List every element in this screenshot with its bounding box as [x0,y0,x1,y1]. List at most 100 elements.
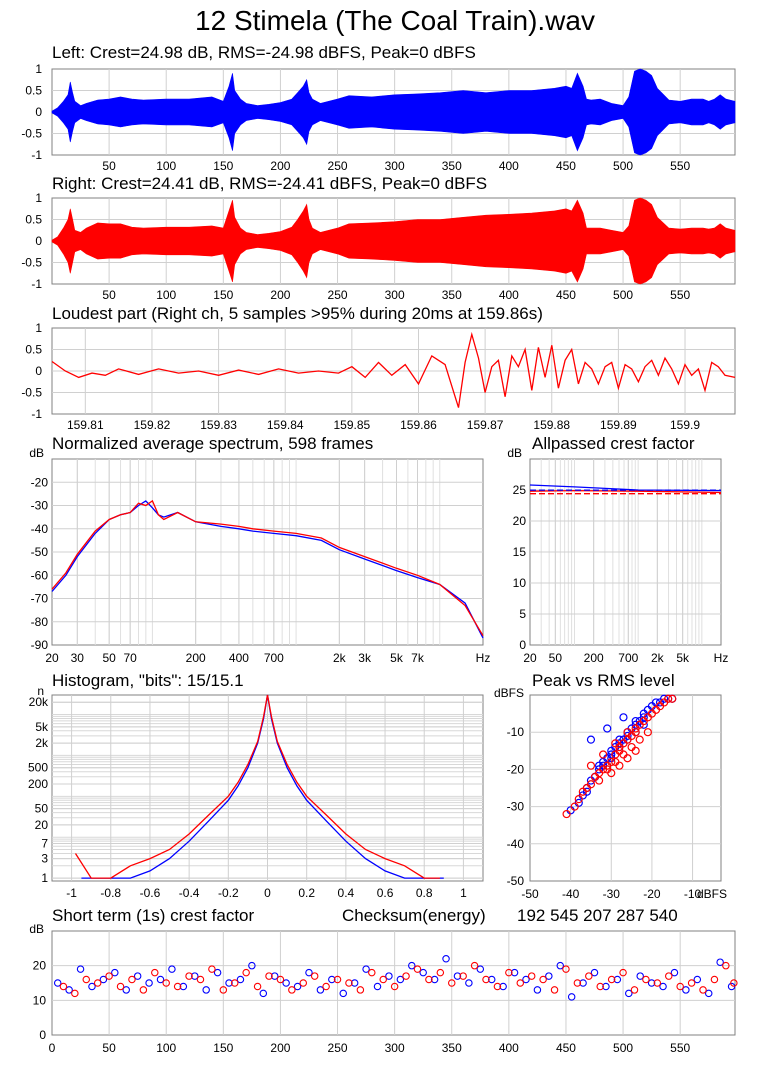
spectrum-xtick: 200 [186,651,206,665]
histogram-ytick: 500 [28,761,48,775]
allpassed-xtick: 5k [676,651,690,665]
short-crest-point [305,968,313,977]
short-crest-point [716,958,724,966]
short-crest-point [607,975,616,984]
peak-rms-point [607,757,616,767]
short-crest-xtick: 500 [613,1041,633,1055]
short-crest-point [447,979,456,987]
short-crest-point [185,972,193,980]
wave-left-xtick: 200 [270,159,290,173]
short-crest-xtick: 350 [442,1041,462,1055]
wave-right-xtick: 450 [556,288,576,302]
histogram-ytick: 50 [35,802,49,816]
wave-right-ytick: -1 [31,277,42,291]
short-crest-point [282,979,290,987]
short-crest-point [665,972,673,980]
spectrum-ytick: -50 [31,545,49,559]
short-crest-point [76,965,85,973]
short-crest-point [510,968,519,977]
spectrum-xtick: 70 [123,651,137,665]
allpassed-ytick: 5 [519,607,526,621]
short-crest-point [436,968,445,977]
short-crest-point [350,979,359,987]
short-crest-xtick: 150 [213,1041,233,1055]
short-crest-point [642,975,650,984]
short-crest-point [379,975,387,984]
short-crest-point [59,982,68,991]
allpassed-xtick: 2k [651,651,665,665]
short-crest-point [476,965,485,973]
histogram-xtick: 0.4 [338,886,355,900]
histogram-xtick: 0 [264,886,271,900]
short-crest-point [613,975,622,984]
short-crest-point [413,965,422,973]
peak-rms-ylabel: dBFS [494,686,524,700]
short-crest-point [682,986,690,994]
short-crest-point [590,968,599,977]
short-crest-point [362,965,370,973]
short-crest-point [573,979,582,987]
wave-right-xtick: 200 [270,288,290,302]
peak-rms-point [574,795,583,804]
short-crest-point [259,989,268,998]
short-crest-point [493,982,502,991]
short-crest-point [482,975,490,984]
wave-right-ytick: 0 [35,234,42,248]
short-crest-point [619,968,627,977]
short-crest-point [105,972,113,980]
peak-rms-point [562,809,571,819]
short-crest-point [276,975,285,984]
peak-rms-point [664,694,673,703]
short-crest-point [293,982,302,991]
peak-rms-point [586,761,596,770]
short-crest-point [265,972,273,980]
short-crest-point [99,975,108,984]
peak-rms-point [623,754,632,763]
wave-left-xtick: 300 [385,159,405,173]
peak-rms-point [631,746,640,755]
short-crest-point [722,961,730,970]
short-crest-point [527,972,536,980]
histogram-ytick: 3 [41,852,48,866]
peak-rms-title: Peak vs RMS level [532,671,675,690]
peak-rms-ytick: -40 [507,837,525,851]
peak-rms-point [607,769,616,778]
short-crest-point [567,993,576,1001]
loudest-ytick: 0.5 [25,343,42,357]
wave-right-ytick: -0.5 [21,256,42,270]
peak-rms-point [623,728,632,737]
short-crest-point [579,979,587,987]
short-crest-point [253,982,262,991]
short-crest-point [145,979,153,987]
short-crest-point [505,968,513,977]
short-crest-point [465,979,473,987]
allpassed-xtick: 50 [549,651,563,665]
peak-rms-point [619,713,628,722]
histogram-ytick: 1 [41,871,48,885]
allpassed-ylabel: dB [507,446,522,460]
histogram-xtick: -0.8 [100,886,121,900]
wave-left-xtick: 550 [670,159,690,173]
short-crest-point [230,979,239,987]
wave-left-xtick: 500 [613,159,633,173]
short-crest-point [647,979,656,987]
loudest-xtick: 159.86 [400,418,437,432]
short-crest-point [156,975,165,984]
wave-right-xtick: 100 [156,288,176,302]
checksum-label: Checksum(energy) [342,906,486,925]
short-crest-point [585,972,593,980]
wave-right-xtick: 350 [442,288,462,302]
short-crest-point [71,989,79,998]
short-crest-ytick: 10 [33,993,47,1007]
wave-right-xtick: 150 [213,288,233,302]
short-crest-point [128,975,136,984]
short-crest-point [133,972,142,980]
spectrum-xtick: 5k [390,651,404,665]
allpassed-ytick: 10 [513,576,527,590]
allpassed-xtick: 700 [618,651,638,665]
spectrum-ytick: -60 [31,568,49,582]
spectrum-xtick: 30 [71,651,85,665]
peak-rms-xtick: -20 [643,887,661,901]
histogram-ylabel: n [37,684,44,698]
wave-right-xtick: 50 [102,288,116,302]
